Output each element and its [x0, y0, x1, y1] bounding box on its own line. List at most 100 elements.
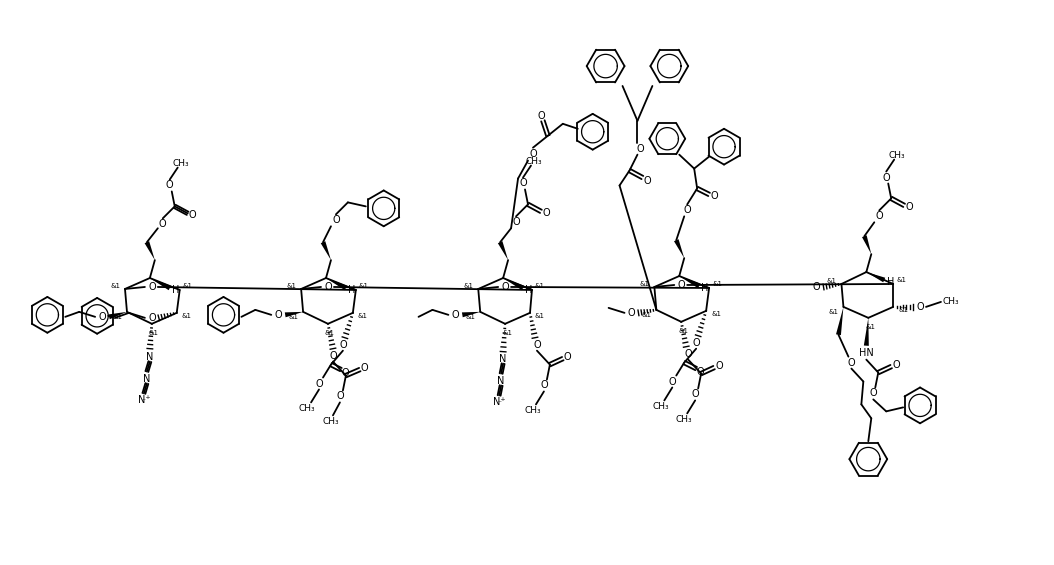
Text: O: O: [274, 310, 282, 320]
Text: &1: &1: [287, 283, 296, 289]
Text: &1: &1: [465, 314, 475, 320]
Text: O: O: [512, 218, 520, 227]
Text: O: O: [360, 363, 369, 372]
Text: O: O: [339, 340, 347, 350]
Text: O: O: [336, 392, 344, 402]
Text: N⁺: N⁺: [138, 396, 151, 406]
Text: O: O: [520, 179, 527, 189]
Text: H: H: [525, 285, 532, 295]
Text: O: O: [148, 313, 156, 323]
Polygon shape: [320, 241, 331, 260]
Polygon shape: [836, 307, 843, 335]
Text: &1: &1: [325, 330, 335, 336]
Text: O: O: [148, 282, 156, 292]
Text: CH₃: CH₃: [652, 402, 668, 411]
Text: CH₃: CH₃: [323, 417, 339, 426]
Text: &1: &1: [112, 314, 122, 320]
Text: CH₃: CH₃: [525, 406, 542, 415]
Text: CH₃: CH₃: [942, 297, 959, 306]
Text: &1: &1: [464, 283, 473, 289]
Text: O: O: [325, 282, 332, 292]
Text: &1: &1: [149, 330, 159, 336]
Text: O: O: [683, 205, 691, 215]
Text: N: N: [500, 354, 507, 364]
Text: O: O: [98, 312, 105, 322]
Text: N: N: [497, 376, 505, 385]
Text: &1: &1: [110, 283, 120, 289]
Text: HN: HN: [859, 347, 874, 358]
Text: H: H: [886, 277, 894, 287]
Text: &1: &1: [711, 311, 721, 317]
Text: O: O: [628, 308, 636, 318]
Text: &1: &1: [642, 312, 651, 318]
Text: O: O: [847, 358, 855, 368]
Text: O: O: [341, 368, 349, 377]
Text: O: O: [916, 302, 924, 312]
Text: CH₃: CH₃: [173, 159, 189, 168]
Text: CH₃: CH₃: [298, 404, 315, 413]
Text: H: H: [172, 285, 179, 295]
Text: CH₃: CH₃: [526, 157, 542, 166]
Text: &1: &1: [535, 283, 545, 289]
Text: O: O: [564, 351, 571, 362]
Text: O: O: [882, 172, 890, 182]
Text: O: O: [637, 144, 644, 154]
Text: O: O: [813, 282, 820, 292]
Text: &1: &1: [535, 313, 545, 319]
Text: &1: &1: [182, 283, 193, 289]
Text: N: N: [143, 373, 151, 384]
Polygon shape: [144, 241, 155, 260]
Text: &1: &1: [640, 281, 649, 287]
Text: &1: &1: [358, 283, 369, 289]
Text: O: O: [189, 210, 196, 220]
Text: O: O: [165, 180, 174, 190]
Polygon shape: [285, 312, 304, 318]
Text: O: O: [876, 211, 883, 221]
Text: O: O: [159, 219, 167, 229]
Text: &1: &1: [828, 309, 839, 315]
Polygon shape: [503, 278, 524, 290]
Text: &1: &1: [826, 278, 837, 284]
Text: &1: &1: [898, 307, 909, 313]
Text: ⁻: ⁻: [142, 396, 145, 405]
Text: O: O: [451, 310, 460, 320]
Text: O: O: [678, 280, 685, 290]
Text: CH₃: CH₃: [676, 415, 692, 424]
Text: O: O: [893, 359, 900, 370]
Polygon shape: [679, 276, 700, 288]
Text: &1: &1: [865, 324, 875, 330]
Polygon shape: [497, 241, 508, 260]
Text: &1: &1: [502, 330, 512, 336]
Polygon shape: [866, 272, 885, 282]
Polygon shape: [109, 312, 126, 319]
Text: O: O: [697, 367, 704, 376]
Text: H: H: [701, 283, 708, 293]
Text: ⁻: ⁻: [497, 398, 501, 407]
Polygon shape: [462, 312, 481, 318]
Text: O: O: [542, 208, 550, 218]
Text: O: O: [668, 376, 676, 386]
Polygon shape: [150, 278, 171, 290]
Text: &1: &1: [678, 328, 688, 334]
Text: N⁺: N⁺: [493, 397, 506, 407]
Text: O: O: [540, 380, 548, 390]
Text: O: O: [329, 351, 337, 360]
Text: O: O: [691, 389, 699, 399]
Text: O: O: [710, 192, 718, 202]
Polygon shape: [864, 318, 868, 346]
Text: O: O: [644, 176, 651, 185]
Text: O: O: [315, 379, 323, 389]
Text: O: O: [870, 389, 877, 398]
Text: &1: &1: [288, 314, 298, 320]
Text: O: O: [684, 349, 692, 359]
Text: H: H: [348, 285, 355, 295]
Polygon shape: [326, 278, 347, 290]
Text: O: O: [332, 215, 339, 225]
Text: O: O: [529, 149, 536, 159]
Polygon shape: [674, 239, 684, 258]
Text: &1: &1: [896, 277, 906, 283]
Text: &1: &1: [713, 281, 722, 287]
Text: N: N: [147, 351, 154, 362]
Text: O: O: [502, 282, 509, 292]
Text: O: O: [533, 340, 541, 350]
